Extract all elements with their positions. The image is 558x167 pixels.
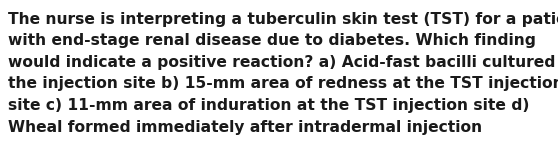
Text: The nurse is interpreting a tuberculin skin test (TST) for a patient
with end-st: The nurse is interpreting a tuberculin s…	[8, 12, 558, 135]
